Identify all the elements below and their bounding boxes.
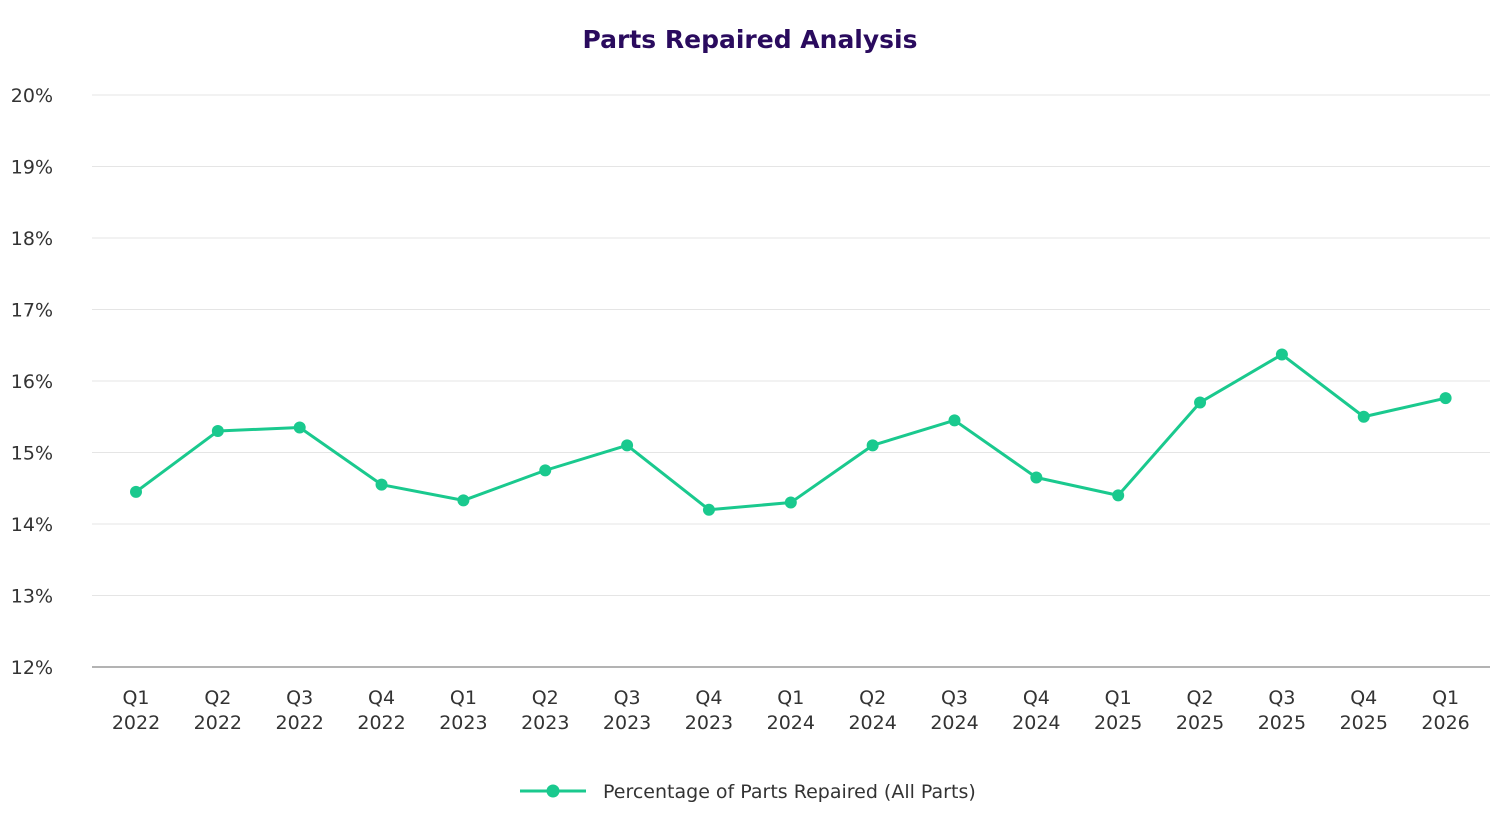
x-tick-label-quarter: Q1 <box>450 687 477 709</box>
x-tick-label-quarter: Q2 <box>1187 687 1214 709</box>
x-tick-label-year: 2022 <box>112 712 160 734</box>
data-point[interactable] <box>784 496 797 509</box>
y-tick-label: 14% <box>11 514 53 536</box>
legend-label[interactable]: Percentage of Parts Repaired (All Parts) <box>603 781 976 803</box>
gridlines <box>92 94 1490 596</box>
x-tick-label-quarter: Q1 <box>122 687 149 709</box>
x-tick-label-year: 2024 <box>767 712 815 734</box>
x-tick-label-year: 2022 <box>357 712 405 734</box>
x-tick-label-year: 2025 <box>1176 712 1224 734</box>
y-tick-label: 19% <box>11 157 53 179</box>
y-tick-label: 18% <box>11 228 53 250</box>
series-line <box>135 353 1446 512</box>
y-tick-label: 12% <box>11 657 53 679</box>
x-tick-label-quarter: Q4 <box>695 687 722 709</box>
data-point[interactable] <box>1030 471 1043 484</box>
x-tick-label-quarter: Q1 <box>1432 687 1459 709</box>
x-tick-label-quarter: Q3 <box>286 687 313 709</box>
data-point[interactable] <box>130 485 142 498</box>
data-point[interactable] <box>1357 410 1370 423</box>
y-axis: 12% 13% 14% 15% 16% 17% 18% 19% 20% <box>11 85 53 679</box>
x-tick-label-year: 2025 <box>1258 712 1306 734</box>
x-tick-label-year: 2022 <box>276 712 324 734</box>
x-tick-label-year: 2023 <box>439 712 487 734</box>
x-tick-label-year: 2024 <box>1012 712 1060 734</box>
x-tick-label-quarter: Q3 <box>1268 687 1295 709</box>
data-point[interactable] <box>293 421 306 434</box>
data-point[interactable] <box>702 503 715 516</box>
data-point[interactable] <box>948 414 961 427</box>
x-tick-label-quarter: Q2 <box>532 687 559 709</box>
x-tick-label-year: 2023 <box>521 712 569 734</box>
y-tick-label: 20% <box>11 85 53 107</box>
data-point[interactable] <box>621 439 634 452</box>
y-tick-label: 16% <box>11 371 53 393</box>
x-tick-label-quarter: Q1 <box>777 687 804 709</box>
data-point[interactable] <box>375 478 388 491</box>
x-tick-label-quarter: Q2 <box>859 687 886 709</box>
x-tick-label-year: 2024 <box>930 712 978 734</box>
x-tick-label-quarter: Q3 <box>614 687 641 709</box>
x-tick-label-year: 2023 <box>603 712 651 734</box>
x-tick-label-year: 2026 <box>1421 712 1469 734</box>
y-tick-label: 13% <box>11 586 53 608</box>
data-point[interactable] <box>1439 392 1452 405</box>
x-tick-label-quarter: Q4 <box>1023 687 1050 709</box>
x-tick-label-year: 2023 <box>685 712 733 734</box>
data-point[interactable] <box>211 425 224 438</box>
data-point[interactable] <box>866 439 879 452</box>
series-layer <box>130 348 1452 516</box>
y-tick-label: 15% <box>11 443 53 465</box>
data-point[interactable] <box>1194 396 1207 409</box>
x-tick-label-year: 2025 <box>1094 712 1142 734</box>
x-tick-label-quarter: Q3 <box>941 687 968 709</box>
data-point[interactable] <box>1275 348 1288 361</box>
data-point[interactable] <box>1112 489 1125 502</box>
x-tick-label-year: 2025 <box>1340 712 1388 734</box>
y-tick-label: 17% <box>11 300 53 322</box>
legend[interactable]: Percentage of Parts Repaired (All Parts) <box>520 781 976 803</box>
x-tick-label-quarter: Q4 <box>368 687 395 709</box>
x-axis: Q1 2022 Q2 2022 Q3 2022 Q4 2022 Q1 2023 Q2 2023 Q3 20… <box>92 666 1490 734</box>
x-tick-label-quarter: Q4 <box>1350 687 1377 709</box>
data-point[interactable] <box>457 494 470 507</box>
legend-marker <box>546 784 560 798</box>
x-tick-label-quarter: Q1 <box>1105 687 1132 709</box>
x-tick-label-quarter: Q2 <box>204 687 231 709</box>
chart-title: Parts Repaired Analysis <box>582 25 917 54</box>
x-tick-label-year: 2024 <box>848 712 896 734</box>
data-point[interactable] <box>539 464 552 477</box>
x-tick-label-year: 2022 <box>194 712 242 734</box>
